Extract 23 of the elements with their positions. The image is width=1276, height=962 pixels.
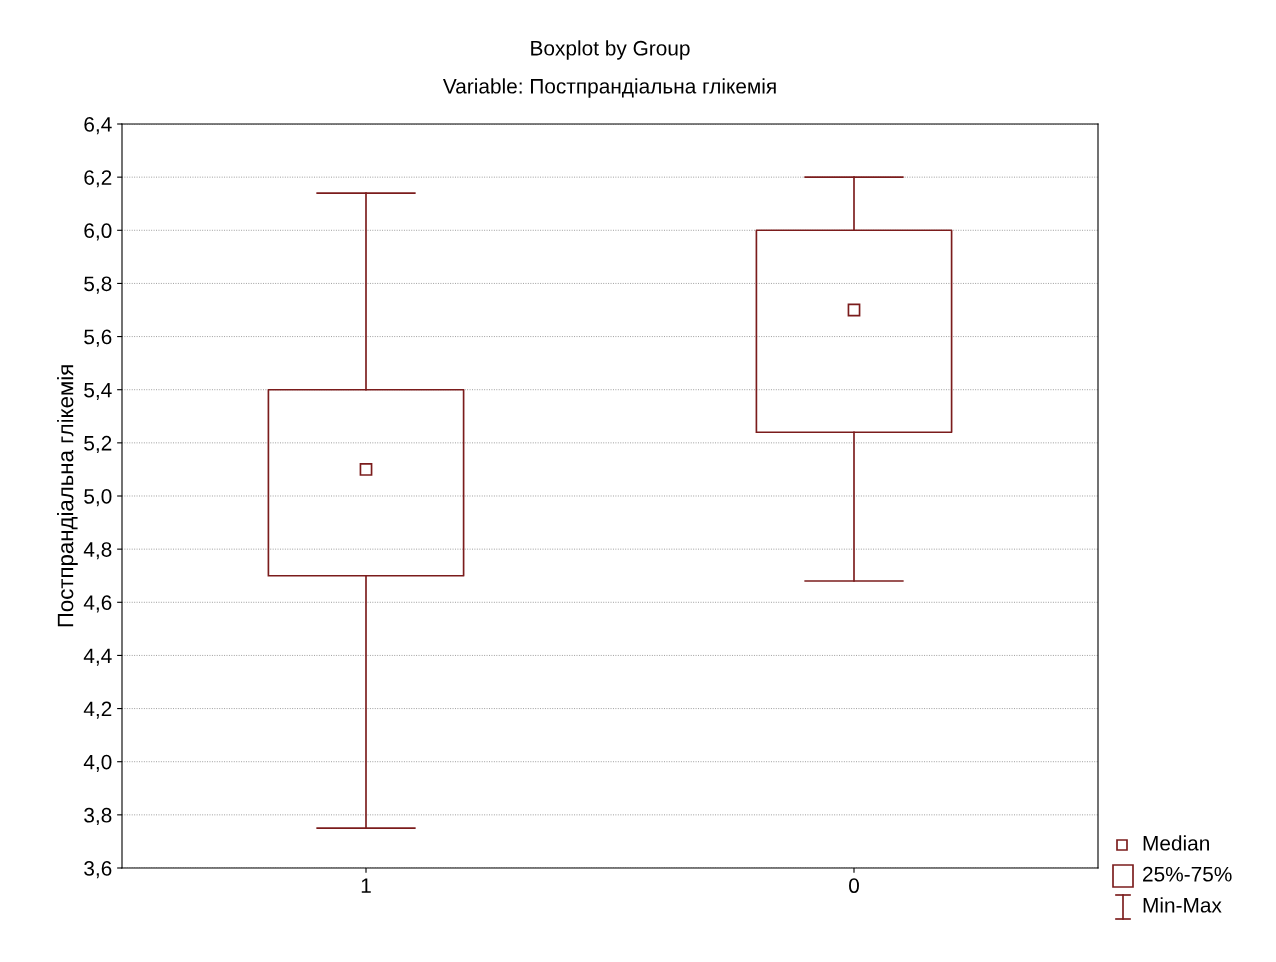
text: Min-Max [1143,897,1222,913]
chart-subtitle: Variable: Постпрандіальна глікемія [442,78,776,98]
y-tick-label: 4,4 [83,648,112,666]
y-tick-label: 4,0 [83,754,112,772]
text: Median [1143,835,1209,851]
y-axis-title: Постпрандіальна глікемія [57,365,78,627]
y-tick-label: 5,8 [84,276,112,294]
y-tick-label: 5,4 [84,382,112,400]
x-tick-label: 0 [849,878,859,894]
y-tick-label: 4,2 [83,701,112,719]
y-tick-label: 3,8 [84,807,112,826]
x-tick-label: 1 [361,878,371,893]
y-tick-label: 5,2 [84,435,112,454]
y-tick-label: 5,0 [84,489,112,507]
chart-title: Boxplot by Group [531,40,690,60]
y-tick-label: 4,8 [83,542,112,560]
y-tick-label: 4,6 [83,595,112,613]
y-tick-label: 6,4 [84,117,112,135]
y-tick-label: 3,6 [84,861,112,879]
y-tick-label: 5,6 [84,329,112,347]
y-tick-label: 6,0 [84,223,112,241]
text: 25%-75% [1143,866,1232,882]
y-tick-label: 6,2 [84,170,112,188]
